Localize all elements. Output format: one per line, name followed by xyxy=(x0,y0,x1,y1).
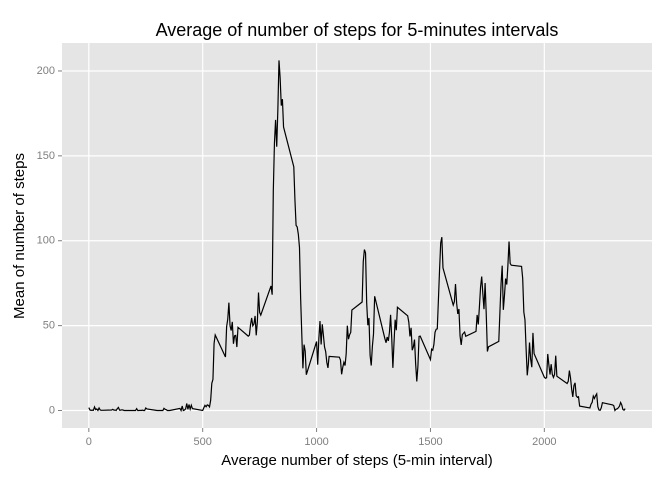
chart-title: Average of number of steps for 5-minutes… xyxy=(156,20,559,40)
x-axis-label: Average number of steps (5-min interval) xyxy=(221,452,493,469)
y-tick-label: 150 xyxy=(37,150,55,162)
plot-panel xyxy=(62,43,652,428)
y-tick-label: 50 xyxy=(43,320,55,332)
y-tick-label: 0 xyxy=(49,404,55,416)
y-axis-label: Mean of number of steps xyxy=(11,153,28,319)
x-tick-label: 0 xyxy=(86,436,92,448)
x-tick-label: 500 xyxy=(194,436,212,448)
x-tick-label: 2000 xyxy=(532,436,556,448)
data-line xyxy=(88,60,626,413)
y-tick-label: 100 xyxy=(37,235,55,247)
x-tick-label: 1500 xyxy=(418,436,442,448)
y-tick-label: 200 xyxy=(37,65,55,77)
x-tick-label: 1000 xyxy=(304,436,328,448)
